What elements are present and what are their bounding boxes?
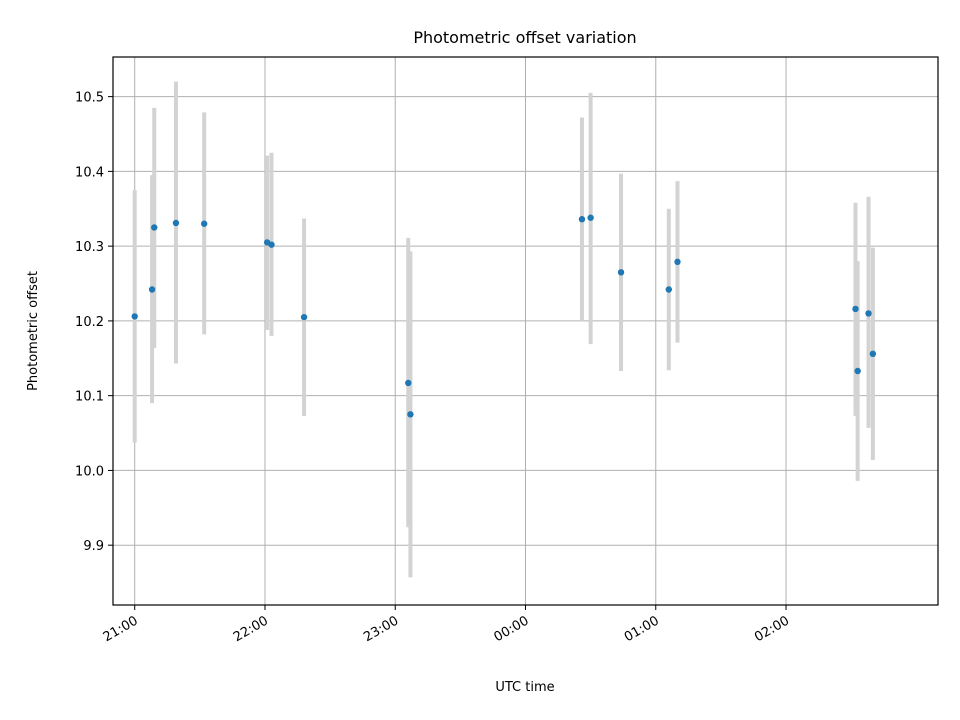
x-tick-label: 01:00 xyxy=(622,613,662,645)
data-point xyxy=(587,214,594,221)
x-axis-title: UTC time xyxy=(495,680,554,695)
y-tick-label: 10.2 xyxy=(75,315,104,330)
data-point xyxy=(665,286,672,293)
y-tick-label: 9.9 xyxy=(83,539,104,554)
y-axis: 9.9 10.0 10.1 10.2 10.3 10.4 10.5 xyxy=(75,91,113,554)
data-point xyxy=(148,286,156,293)
data-point xyxy=(617,269,625,276)
y-tick-label: 10.5 xyxy=(75,91,104,106)
data-point xyxy=(131,313,138,320)
x-axis: 21:00 22:00 23:00 00:00 01:00 02:00 xyxy=(101,605,792,645)
chart-title: Photometric offset variation xyxy=(413,28,636,47)
x-tick-label: 02:00 xyxy=(752,613,792,645)
grid-lines xyxy=(113,57,938,605)
data-point xyxy=(869,350,877,358)
data-point xyxy=(268,241,275,248)
data-point xyxy=(865,310,872,317)
data-point xyxy=(578,216,586,223)
data-point xyxy=(172,219,180,227)
x-tick-label: 23:00 xyxy=(361,613,401,645)
data-point xyxy=(674,258,681,266)
error-bars xyxy=(132,81,875,578)
x-tick-label: 00:00 xyxy=(492,613,532,645)
y-tick-label: 10.3 xyxy=(75,240,104,255)
y-tick-label: 10.1 xyxy=(75,390,104,405)
y-axis-title: Photometric offset xyxy=(26,271,41,391)
data-points xyxy=(131,214,877,418)
y-tick-label: 10.4 xyxy=(75,165,104,180)
data-point xyxy=(151,224,158,231)
data-point xyxy=(200,220,208,227)
x-tick-label: 21:00 xyxy=(101,613,141,645)
data-point xyxy=(405,379,412,387)
data-point xyxy=(854,367,861,375)
data-point xyxy=(852,305,859,313)
x-tick-label: 22:00 xyxy=(231,613,271,645)
data-point xyxy=(300,313,308,321)
y-tick-label: 10.0 xyxy=(75,464,104,479)
data-point xyxy=(407,411,414,418)
